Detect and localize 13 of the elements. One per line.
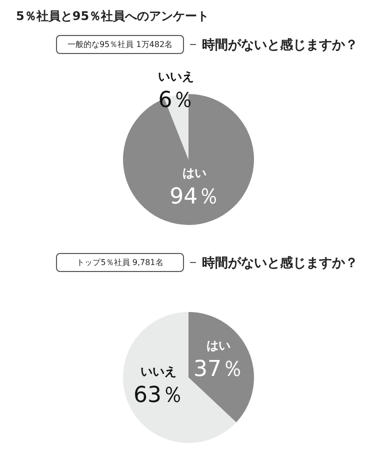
slice-label: はい bbox=[206, 338, 231, 353]
slice-label: いいえ bbox=[158, 69, 194, 84]
data-label: 37％ bbox=[194, 357, 244, 382]
data-label: 6％ bbox=[158, 88, 194, 113]
slice-label: いいえ bbox=[140, 364, 176, 379]
text: 5％社員と95％社員へのアンケート bbox=[16, 8, 210, 25]
text: 時間がないと感じますか？ bbox=[202, 36, 358, 54]
chart-subtitle: トップ5％社員 9,781名 bbox=[56, 253, 184, 272]
chart-subtitle: 一般的な95％社員 1万482名 bbox=[56, 35, 184, 54]
data-label: 94％ bbox=[170, 184, 220, 210]
data-label: 63％ bbox=[133, 383, 184, 408]
text: 時間がないと感じますか？ bbox=[202, 254, 358, 272]
slice-label: はい bbox=[182, 166, 207, 180]
